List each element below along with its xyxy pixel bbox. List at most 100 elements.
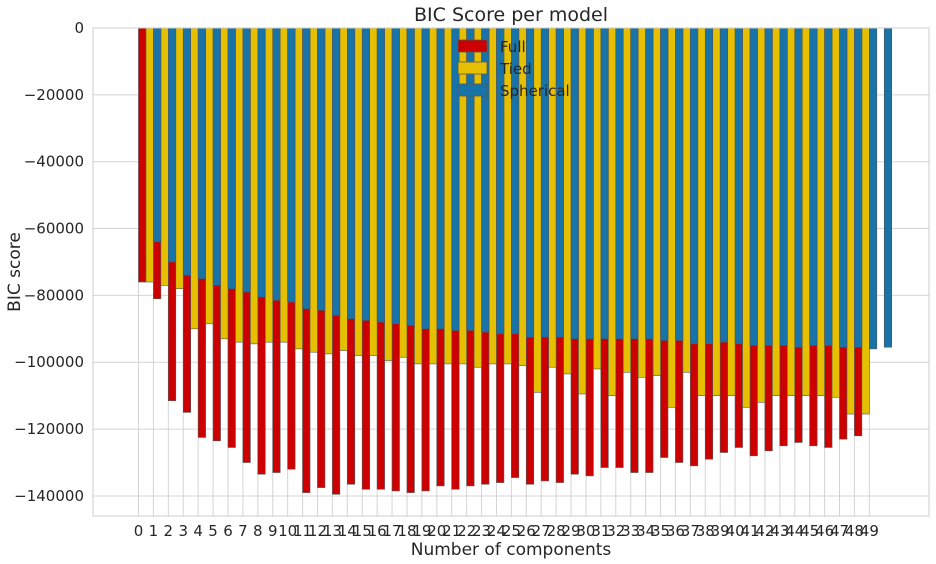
bar-spherical-47 <box>854 27 863 348</box>
legend-label-full: Full <box>500 38 526 56</box>
x-tick-label: 47 <box>830 522 849 540</box>
y-axis-label: BIC score <box>5 232 25 312</box>
bar-spherical-28 <box>570 27 579 340</box>
bar-tied-35 <box>667 27 676 408</box>
x-tick-label: 10 <box>278 522 297 540</box>
bar-spherical-1 <box>168 27 177 263</box>
x-tick-label: 40 <box>726 522 745 540</box>
bar-full-0 <box>138 27 147 283</box>
bar-spherical-15 <box>376 27 385 323</box>
bar-spherical-44 <box>809 27 818 346</box>
bar-tied-9 <box>279 27 288 343</box>
bar-tied-37 <box>697 27 706 396</box>
bar-tied-44 <box>801 27 810 396</box>
bar-spherical-16 <box>391 27 400 325</box>
bar-spherical-4 <box>212 27 221 286</box>
bar-spherical-30 <box>600 27 609 340</box>
x-tick-label: 27 <box>532 522 551 540</box>
bar-spherical-17 <box>406 27 415 326</box>
bar-tied-20 <box>443 27 453 365</box>
bar-tied-15 <box>369 27 378 356</box>
x-tick-label: 23 <box>472 522 491 540</box>
x-tick-label: 35 <box>651 522 670 540</box>
bar-tied-42 <box>772 27 781 396</box>
bar-tied-23 <box>488 27 497 365</box>
bar-spherical-10 <box>302 27 311 310</box>
bar-tied-24 <box>503 27 512 365</box>
bar-tied-17 <box>399 27 408 358</box>
bar-tied-46 <box>831 27 840 398</box>
bar-spherical-26 <box>540 27 549 338</box>
bar-spherical-3 <box>197 27 206 279</box>
bar-tied-1 <box>160 27 169 286</box>
bar-spherical-29 <box>585 27 594 340</box>
x-tick-label: 48 <box>845 522 864 540</box>
bar-tied-48 <box>861 27 870 415</box>
x-tick-label: 4 <box>193 522 203 540</box>
legend-swatch-spherical <box>457 83 488 97</box>
bar-spherical-13 <box>347 27 356 320</box>
bar-tied-38 <box>712 27 721 396</box>
x-tick-label: 34 <box>636 522 655 540</box>
x-tick-label: 21 <box>442 522 461 540</box>
x-tick-label: 8 <box>253 522 263 540</box>
bar-spherical-14 <box>361 27 370 321</box>
legend-label-spherical: Spherical <box>500 82 570 100</box>
legend-swatch-full <box>457 39 488 53</box>
x-tick-label: 33 <box>621 522 640 540</box>
bar-spherical-6 <box>242 27 251 293</box>
x-tick-label: 16 <box>368 522 387 540</box>
bar-spherical-8 <box>272 27 281 301</box>
bar-spherical-11 <box>317 27 326 311</box>
bar-spherical-42 <box>779 27 788 346</box>
x-tick-label: 39 <box>711 522 730 540</box>
bar-tied-2 <box>175 27 184 290</box>
bar-spherical-40 <box>749 27 758 346</box>
bar-tied-41 <box>757 27 766 403</box>
bar-tied-16 <box>384 27 393 361</box>
x-tick-label: 17 <box>383 522 402 540</box>
x-tick-label: 44 <box>785 522 804 540</box>
x-tick-label: 30 <box>576 522 595 540</box>
x-tick-label: 9 <box>268 522 278 540</box>
y-tick-label: 0 <box>74 19 84 37</box>
bar-tied-34 <box>652 27 661 376</box>
x-tick-label: 14 <box>338 522 357 540</box>
y-tick-label: −20000 <box>24 86 84 104</box>
x-tick-label: 22 <box>457 522 476 540</box>
x-tick-label: 37 <box>681 522 700 540</box>
x-tick-label: 2 <box>164 522 174 540</box>
bar-tied-6 <box>235 27 244 343</box>
x-tick-label: 38 <box>696 522 715 540</box>
x-tick-label: 45 <box>800 522 819 540</box>
bar-tied-13 <box>339 27 348 351</box>
y-tick-label: −40000 <box>24 153 84 171</box>
bar-tied-31 <box>608 27 617 396</box>
bar-spherical-32 <box>630 27 639 340</box>
y-tick-label: −100000 <box>14 353 84 371</box>
bar-tied-47 <box>846 27 855 415</box>
bar-tied-19 <box>429 27 438 365</box>
bar-tied-7 <box>250 27 259 345</box>
bar-tied-0 <box>145 27 154 283</box>
x-tick-label: 25 <box>502 522 521 540</box>
bar-tied-39 <box>727 27 736 396</box>
bar-spherical-2 <box>182 27 192 276</box>
bar-spherical-33 <box>645 27 654 340</box>
bar-spherical-36 <box>690 27 699 345</box>
x-tick-label: 6 <box>223 522 233 540</box>
bar-spherical-27 <box>555 27 564 338</box>
y-tick-labels: 0 −20000 −40000 −60000 −80000 −100000 −120000 −… <box>14 19 84 505</box>
bar-spherical-0 <box>153 27 162 243</box>
bar-spherical-34 <box>660 27 669 341</box>
bar-tied-14 <box>354 27 363 356</box>
chart-title: BIC Score per model <box>414 4 608 26</box>
legend-label-tied: Tied <box>499 60 532 78</box>
x-tick-label: 29 <box>561 522 580 540</box>
x-tick-label: 7 <box>238 522 248 540</box>
bar-spherical-38 <box>719 27 728 343</box>
bar-tied-40 <box>742 27 751 408</box>
x-tick-label: 18 <box>397 522 416 540</box>
bar-spherical-37 <box>704 27 714 345</box>
